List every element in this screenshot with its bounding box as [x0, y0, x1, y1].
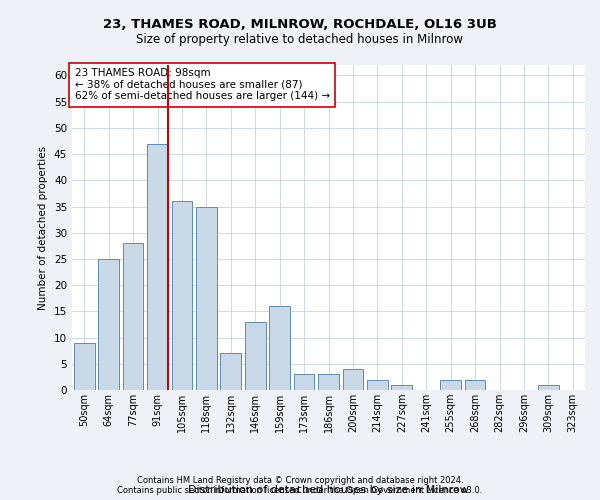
Text: Contains HM Land Registry data © Crown copyright and database right 2024.: Contains HM Land Registry data © Crown c…	[137, 476, 463, 485]
Bar	[367, 380, 388, 390]
Bar	[147, 144, 168, 390]
Bar	[98, 259, 119, 390]
Bar	[343, 369, 364, 390]
Bar	[196, 206, 217, 390]
X-axis label: Distribution of detached houses by size in Milnrow: Distribution of detached houses by size …	[188, 485, 469, 495]
Bar	[464, 380, 485, 390]
Text: Size of property relative to detached houses in Milnrow: Size of property relative to detached ho…	[137, 32, 464, 46]
Bar	[172, 202, 193, 390]
Bar	[245, 322, 266, 390]
Y-axis label: Number of detached properties: Number of detached properties	[38, 146, 49, 310]
Bar	[293, 374, 314, 390]
Text: 23 THAMES ROAD: 98sqm
← 38% of detached houses are smaller (87)
62% of semi-deta: 23 THAMES ROAD: 98sqm ← 38% of detached …	[74, 68, 329, 102]
Bar	[220, 354, 241, 390]
Bar	[269, 306, 290, 390]
Text: 23, THAMES ROAD, MILNROW, ROCHDALE, OL16 3UB: 23, THAMES ROAD, MILNROW, ROCHDALE, OL16…	[103, 18, 497, 30]
Bar	[122, 243, 143, 390]
Bar	[440, 380, 461, 390]
Bar	[74, 343, 95, 390]
Text: Contains public sector information licensed under the Open Government Licence v3: Contains public sector information licen…	[118, 486, 482, 495]
Bar	[538, 385, 559, 390]
Bar	[318, 374, 339, 390]
Bar	[391, 385, 412, 390]
